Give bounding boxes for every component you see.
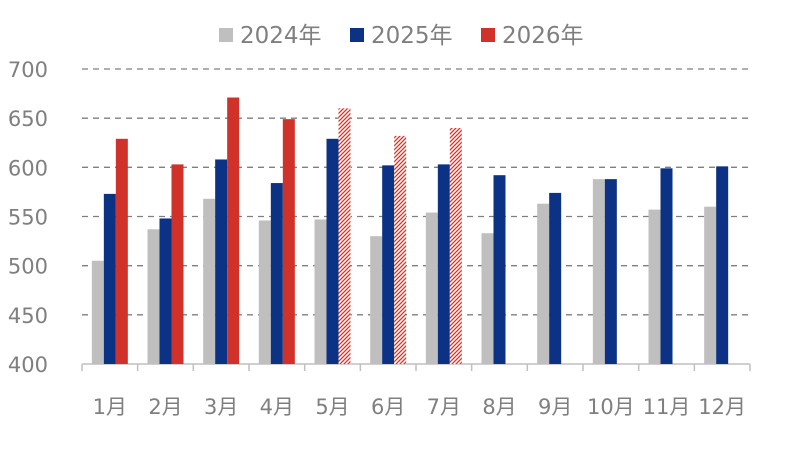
x-tick-label: 9月 [538, 395, 572, 419]
bar-2024-7 [425, 212, 438, 364]
bar-2025-9 [549, 192, 562, 364]
x-tick-label: 11月 [643, 395, 691, 419]
bar-2025-11 [660, 168, 673, 364]
legend-swatch [350, 28, 364, 42]
bar-2024-8 [481, 233, 494, 364]
y-tick-labels: 400 450 500 550 600 650 700 [8, 58, 48, 377]
bar-2025-10 [604, 179, 617, 364]
bar-2025-3 [215, 159, 228, 364]
legend-label: 2025年 [371, 23, 453, 49]
legend-label: 2024年 [240, 23, 322, 49]
legend: 2024年 2025年 2026年 [219, 23, 584, 49]
x-tick-label: 12月 [698, 395, 746, 419]
x-tick-label: 7月 [427, 395, 461, 419]
axes [81, 363, 751, 371]
x-tick-label: 10月 [587, 395, 635, 419]
y-tick-label: 700 [8, 58, 48, 82]
gridlines [82, 68, 750, 316]
bar-2024-10 [592, 179, 605, 364]
bar-2025-12 [716, 166, 729, 364]
bar-2025-4 [270, 183, 283, 364]
y-tick-label: 550 [8, 206, 48, 230]
legend-swatch [219, 28, 233, 42]
bar-2026-6 [394, 135, 407, 364]
bar-2024-5 [314, 219, 327, 364]
bar-2024-1 [91, 260, 104, 364]
bar-2026-7 [449, 128, 462, 364]
bar-2025-7 [437, 164, 450, 364]
bar-2025-8 [493, 175, 506, 364]
bar-2024-9 [537, 203, 550, 364]
bars [91, 97, 729, 365]
bar-2025-1 [103, 193, 116, 364]
bar-2024-4 [258, 220, 271, 364]
x-tick-label: 1月 [93, 395, 127, 419]
y-tick-label: 400 [8, 353, 48, 377]
x-tick-labels: 1月 2月 3月 4月 5月 6月 7月 8月 9月 10月 11月 12月 [93, 395, 746, 419]
bar-2025-5 [326, 138, 339, 364]
bar-2024-11 [648, 209, 661, 364]
legend-label: 2026年 [502, 23, 584, 49]
y-tick-label: 600 [8, 156, 48, 180]
x-tick-label: 6月 [371, 395, 405, 419]
bar-2024-3 [203, 198, 216, 364]
bar-2026-4 [282, 119, 295, 365]
x-tick-label: 4月 [260, 395, 294, 419]
bar-2024-12 [704, 206, 717, 364]
bar-2024-2 [147, 229, 160, 364]
bar-2026-2 [171, 164, 184, 364]
x-tick-label: 5月 [315, 395, 349, 419]
y-tick-label: 650 [8, 107, 48, 131]
bar-2026-5 [338, 108, 351, 364]
y-tick-label: 500 [8, 255, 48, 279]
bar-2026-3 [227, 97, 240, 365]
bar-2026-1 [115, 138, 128, 364]
bar-2024-6 [370, 236, 383, 364]
x-tick-label: 2月 [148, 395, 182, 419]
x-tick-label: 8月 [482, 395, 516, 419]
y-tick-label: 450 [8, 304, 48, 328]
bar-2025-2 [159, 218, 172, 364]
legend-swatch [481, 28, 495, 42]
bar-2025-6 [382, 165, 395, 364]
x-tick-label: 3月 [204, 395, 238, 419]
